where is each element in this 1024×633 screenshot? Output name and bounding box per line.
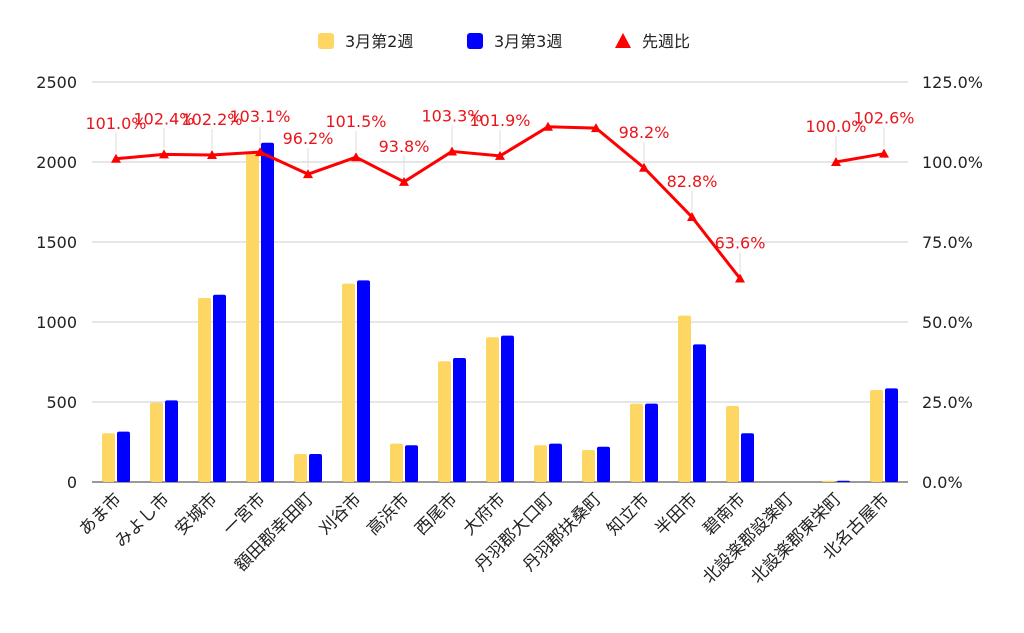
ratio-point: [303, 169, 313, 179]
ratio-data-label: 93.8%: [379, 137, 430, 156]
bar: [165, 400, 178, 482]
ratio-point: [879, 148, 889, 158]
bar: [438, 361, 451, 482]
y-right-tick-label: 0.0%: [922, 473, 963, 492]
bars: [102, 142, 898, 483]
ratio-data-label: 101.9%: [469, 111, 530, 130]
bar: [150, 402, 163, 482]
category-label: 安城市: [171, 489, 221, 539]
legend-square-marker: [467, 33, 483, 49]
bar: [501, 335, 514, 482]
bar: [261, 142, 274, 483]
bar: [486, 337, 499, 482]
right-axis: 0.0% 25.0% 50.0% 75.0% 100.0% 125.0%: [922, 73, 983, 492]
ratio-data-label: 63.6%: [715, 233, 766, 252]
ratio-point: [447, 146, 457, 156]
ratio-point: [735, 273, 745, 283]
ratio-point: [207, 149, 217, 159]
y-left-tick-label: 2000: [36, 153, 77, 172]
ratio-point: [831, 157, 841, 166]
category-label: 高浜市: [363, 489, 413, 539]
bar: [390, 443, 403, 482]
bar: [117, 431, 130, 482]
bar: [645, 403, 658, 482]
category-label: 刈谷市: [315, 489, 365, 539]
bar: [213, 294, 226, 482]
ratio-data-label: 102.4%: [133, 109, 194, 128]
ratio-data-label: 102.6%: [853, 109, 914, 128]
bar: [726, 406, 739, 482]
bar: [597, 446, 610, 482]
bar: [294, 454, 307, 482]
data-labels: 101.0%102.4%102.2%103.1% 96.2%101.5% 93.8%…: [85, 106, 915, 273]
ratio-data-label: 82.8%: [667, 172, 718, 191]
y-right-tick-label: 25.0%: [922, 393, 973, 412]
bar: [342, 283, 355, 482]
ratio-data-label: 101.0%: [85, 114, 146, 133]
ratio-point: [399, 176, 409, 186]
bar: [870, 390, 883, 482]
ratio-data-label: 103.3%: [421, 106, 482, 125]
y-left-tick-label: 1500: [36, 233, 77, 252]
category-label: 知立市: [603, 489, 653, 539]
bar: [630, 403, 643, 482]
bar: [582, 450, 595, 482]
ratio-point: [591, 123, 601, 133]
bar: [405, 445, 418, 482]
ratio-data-label: 101.5%: [325, 112, 386, 131]
ratio-data-label: 100.0%: [805, 117, 866, 136]
y-left-tick-label: 0: [67, 473, 77, 492]
ratio-point: [351, 152, 361, 162]
bar: [885, 388, 898, 482]
bar: [693, 344, 706, 482]
bar: [309, 454, 322, 482]
bar: [678, 315, 691, 482]
category-labels: あま市みよし市安城市一宮市額田郡幸田町刈谷市高浜市西尾市大府市丹羽郡大口町丹羽郡…: [75, 489, 893, 587]
bar: [822, 480, 835, 482]
bar: [741, 433, 754, 482]
y-right-tick-label: 75.0%: [922, 233, 973, 252]
y-right-tick-label: 50.0%: [922, 313, 973, 332]
legend-label: 3月第2週: [345, 32, 413, 51]
y-left-tick-label: 500: [46, 393, 77, 412]
ratio-point: [639, 162, 649, 172]
ratio-data-label: 102.2%: [181, 110, 242, 129]
ratio-data-label: 103.1%: [229, 107, 290, 126]
ratio-line-segment: [835, 152, 885, 164]
bar: [453, 358, 466, 482]
legend-square-marker: [318, 33, 334, 49]
bar: [198, 298, 211, 482]
category-label: 半田市: [651, 489, 701, 539]
legend-triangle-marker: [615, 33, 631, 48]
category-label: 西尾市: [411, 489, 461, 539]
y-left-tick-label: 1000: [36, 313, 77, 332]
y-left-tick-label: 2500: [36, 73, 77, 92]
bar: [102, 433, 115, 482]
ratio-point: [111, 153, 121, 163]
gridlines: [92, 81, 908, 483]
bar: [837, 480, 850, 482]
legend-label: 3月第3週: [494, 32, 562, 51]
ratio-data-label: 96.2%: [283, 129, 334, 148]
legend-label: 先週比: [642, 32, 690, 51]
bar: [549, 443, 562, 482]
ratio-point: [159, 149, 169, 159]
bar: [357, 280, 370, 482]
ratio-data-label: 98.2%: [619, 123, 670, 142]
y-right-tick-label: 125.0%: [922, 73, 983, 92]
ratio-point: [543, 121, 553, 131]
legend: 3月第2週 3月第3週 先週比: [318, 32, 690, 51]
bar: [246, 152, 259, 482]
ratio-point: [495, 150, 505, 160]
ratio-point: [687, 212, 697, 222]
y-right-tick-label: 100.0%: [922, 153, 983, 172]
ratio-line-segment: [115, 125, 742, 280]
bar: [534, 445, 547, 482]
ratio-line: [111, 121, 889, 283]
ratio-point: [255, 147, 265, 157]
left-axis: 0 500 1000 1500 2000 2500: [36, 73, 77, 492]
